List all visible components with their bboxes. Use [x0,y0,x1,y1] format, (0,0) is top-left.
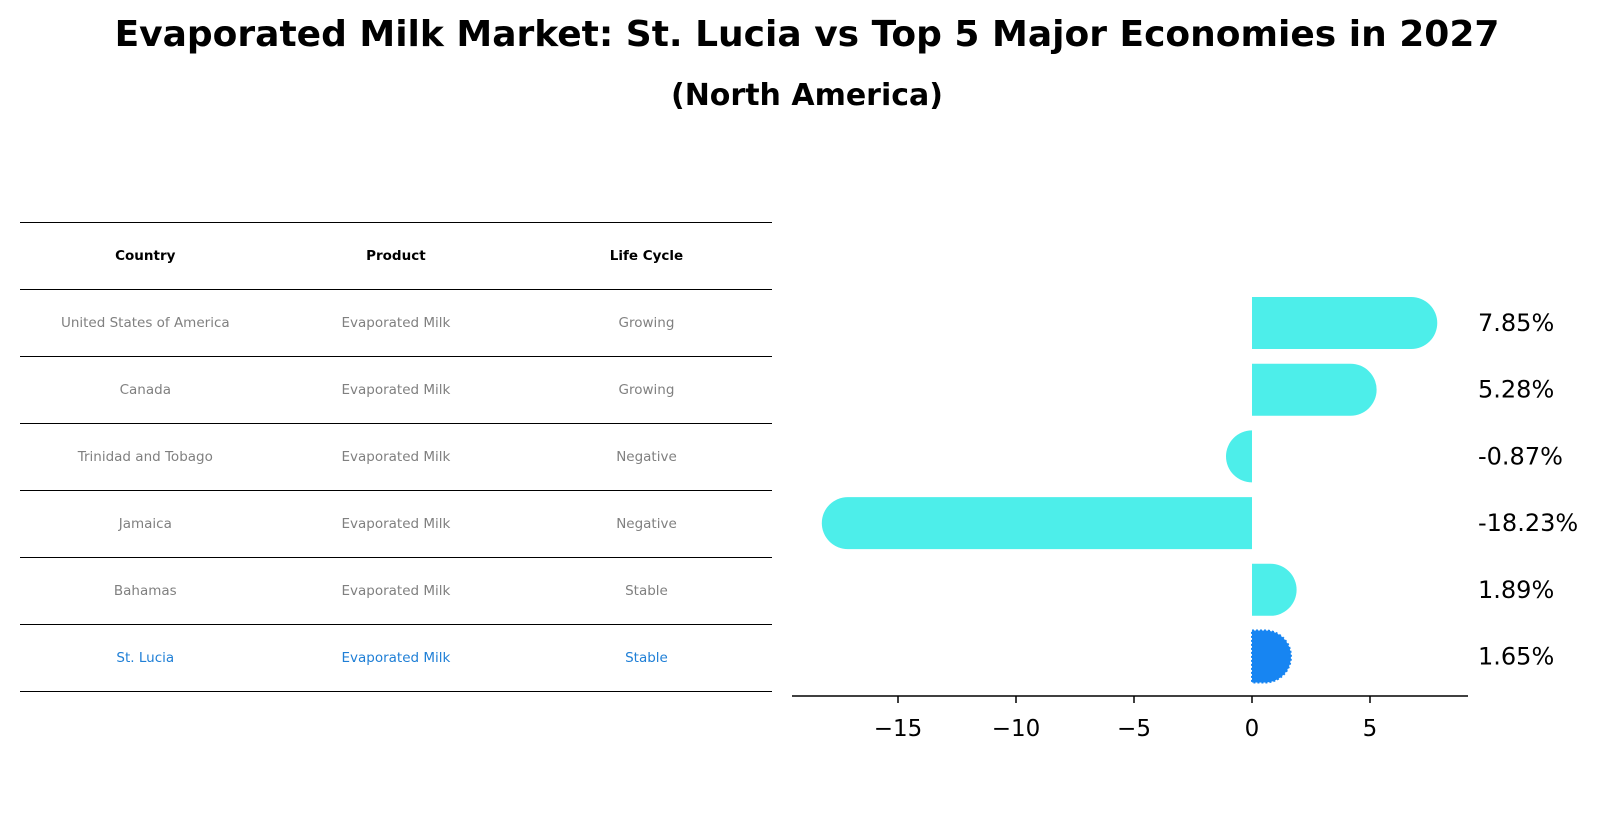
bar [1252,563,1297,616]
cell-country: St. Lucia [116,650,175,666]
bar [821,497,1252,550]
table-row: Trinidad and Tobago Evaporated Milk Nega… [20,423,772,490]
chart-title: Evaporated Milk Market: St. Lucia vs Top… [114,14,1500,55]
table-row-highlight: St. Lucia Evaporated Milk Stable [20,624,772,692]
cell-life-cycle: Negative [616,516,677,532]
cell-country: United States of America [60,315,230,331]
cell-country: Canada [119,382,171,398]
value-label: 1.65% [1478,643,1554,671]
header-life-cycle: Life Cycle [609,248,684,264]
data-table: Country Product Life Cycle United States… [20,222,772,692]
value-label: 7.85% [1478,309,1554,337]
header-product: Product [366,248,426,264]
x-tick-label: −15 [874,716,923,742]
cell-product: Evaporated Milk [341,583,451,599]
x-tick-label: −10 [992,716,1041,742]
value-label: -18.23% [1478,509,1578,537]
table-header-row: Country Product Life Cycle [20,222,772,289]
bar [1226,430,1252,483]
table-row: Bahamas Evaporated Milk Stable [20,557,772,624]
value-label: 1.89% [1478,576,1554,604]
header-country: Country [115,248,176,264]
value-label: 5.28% [1478,376,1554,404]
table-row: United States of America Evaporated Milk… [20,289,772,356]
cell-product: Evaporated Milk [341,650,451,666]
cell-life-cycle: Growing [618,315,675,331]
cell-country: Trinidad and Tobago [77,449,213,465]
cell-product: Evaporated Milk [341,449,451,465]
x-tick-label: −5 [1117,716,1151,742]
x-tick-label: 5 [1363,716,1378,742]
cell-product: Evaporated Milk [341,315,451,331]
table-row: Jamaica Evaporated Milk Negative [20,490,772,557]
highlight-bar [1251,629,1292,684]
cell-life-cycle: Negative [616,449,677,465]
chart-subtitle: (North America) [670,78,943,113]
value-label: -0.87% [1478,442,1563,470]
cell-country: Jamaica [118,516,172,532]
bar [1252,363,1377,416]
cell-life-cycle: Stable [625,583,668,599]
cell-life-cycle: Growing [618,382,675,398]
x-tick-label: 0 [1245,716,1260,742]
cell-country: Bahamas [113,583,177,599]
bar [1252,297,1438,349]
cell-product: Evaporated Milk [341,382,451,398]
table-row: Canada Evaporated Milk Growing [20,356,772,423]
cell-product: Evaporated Milk [341,516,451,532]
cell-life-cycle: Stable [625,650,668,666]
